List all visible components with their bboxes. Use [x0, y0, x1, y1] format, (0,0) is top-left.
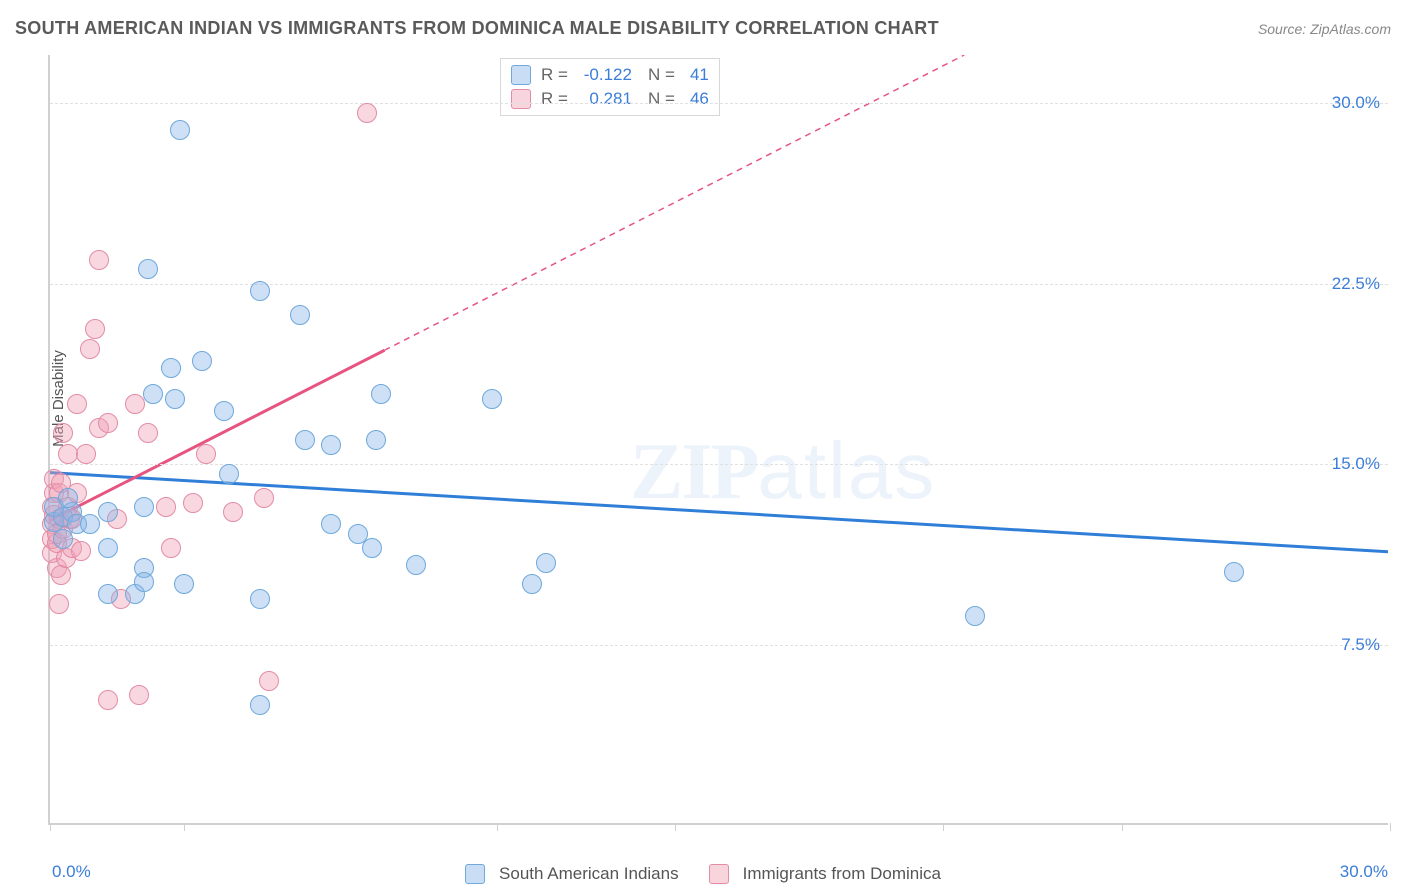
x-tick [497, 823, 498, 831]
data-point [192, 351, 212, 371]
y-tick-label: 30.0% [1332, 93, 1380, 113]
data-point [80, 339, 100, 359]
x-tick [943, 823, 944, 831]
corr-R-label: R = [541, 63, 568, 87]
watermark-bold: ZIP [630, 428, 757, 516]
data-point [156, 497, 176, 517]
corr-N-value: 41 [679, 63, 709, 87]
data-point [53, 423, 73, 443]
corr-N-label: N = [648, 63, 675, 87]
data-point [321, 435, 341, 455]
data-point [129, 685, 149, 705]
data-point [254, 488, 274, 508]
data-point [965, 606, 985, 626]
data-point [482, 389, 502, 409]
data-point [170, 120, 190, 140]
data-point [259, 671, 279, 691]
corr-R-value: 0.281 [572, 87, 632, 111]
legend-swatch [511, 65, 531, 85]
data-point [67, 394, 87, 414]
data-point [134, 497, 154, 517]
title-bar: SOUTH AMERICAN INDIAN VS IMMIGRANTS FROM… [15, 18, 1391, 39]
data-point [98, 690, 118, 710]
gridline [50, 464, 1388, 465]
data-point [98, 538, 118, 558]
data-point [250, 695, 270, 715]
correlation-row: R =0.281 N =46 [511, 87, 709, 111]
data-point [58, 488, 78, 508]
correlation-box: R =-0.122 N =41 R =0.281 N =46 [500, 58, 720, 116]
data-point [290, 305, 310, 325]
data-point [223, 502, 243, 522]
data-point [85, 319, 105, 339]
chart-title: SOUTH AMERICAN INDIAN VS IMMIGRANTS FROM… [15, 18, 939, 39]
x-tick [50, 823, 51, 831]
data-point [1224, 562, 1244, 582]
data-point [219, 464, 239, 484]
data-point [250, 589, 270, 609]
data-point [250, 281, 270, 301]
data-point [165, 389, 185, 409]
bottom-legend: South American Indians Immigrants from Do… [465, 864, 941, 884]
x-tick [184, 823, 185, 831]
data-point [536, 553, 556, 573]
data-point [89, 250, 109, 270]
data-point [134, 572, 154, 592]
data-point [125, 394, 145, 414]
y-tick-label: 15.0% [1332, 454, 1380, 474]
correlation-row: R =-0.122 N =41 [511, 63, 709, 87]
corr-R-label: R = [541, 87, 568, 111]
gridline [50, 645, 1388, 646]
legend-label: Immigrants from Dominica [743, 864, 941, 884]
data-point [98, 502, 118, 522]
data-point [321, 514, 341, 534]
y-tick-label: 22.5% [1332, 274, 1380, 294]
corr-N-label: N = [648, 87, 675, 111]
data-point [366, 430, 386, 450]
data-point [138, 423, 158, 443]
data-point [295, 430, 315, 450]
legend-item: South American Indians [465, 864, 679, 884]
x-tick [1390, 823, 1391, 831]
legend-swatch [511, 89, 531, 109]
data-point [71, 541, 91, 561]
data-point [138, 259, 158, 279]
watermark: ZIPatlas [630, 425, 936, 518]
legend-item: Immigrants from Dominica [709, 864, 941, 884]
source-label: Source: ZipAtlas.com [1258, 21, 1391, 37]
data-point [76, 444, 96, 464]
data-point [348, 524, 368, 544]
data-point [371, 384, 391, 404]
corr-R-value: -0.122 [572, 63, 632, 87]
data-point [51, 565, 71, 585]
data-point [161, 538, 181, 558]
data-point [214, 401, 234, 421]
legend-label: South American Indians [499, 864, 679, 884]
data-point [98, 584, 118, 604]
y-tick-label: 7.5% [1341, 635, 1380, 655]
data-point [161, 358, 181, 378]
gridline [50, 103, 1388, 104]
x-tick [675, 823, 676, 831]
data-point [357, 103, 377, 123]
data-point [406, 555, 426, 575]
x-axis-min-label: 0.0% [52, 862, 91, 882]
data-point [196, 444, 216, 464]
legend-swatch [709, 864, 729, 884]
data-point [80, 514, 100, 534]
legend-swatch [465, 864, 485, 884]
data-point [522, 574, 542, 594]
corr-N-value: 46 [679, 87, 709, 111]
data-point [143, 384, 163, 404]
data-point [174, 574, 194, 594]
watermark-thin: atlas [757, 426, 936, 515]
data-point [98, 413, 118, 433]
data-point [49, 594, 69, 614]
x-tick [1122, 823, 1123, 831]
plot-area: ZIPatlas R =-0.122 N =41 R =0.281 N =46 7.5… [48, 55, 1388, 825]
x-axis-max-label: 30.0% [1340, 862, 1388, 882]
data-point [183, 493, 203, 513]
